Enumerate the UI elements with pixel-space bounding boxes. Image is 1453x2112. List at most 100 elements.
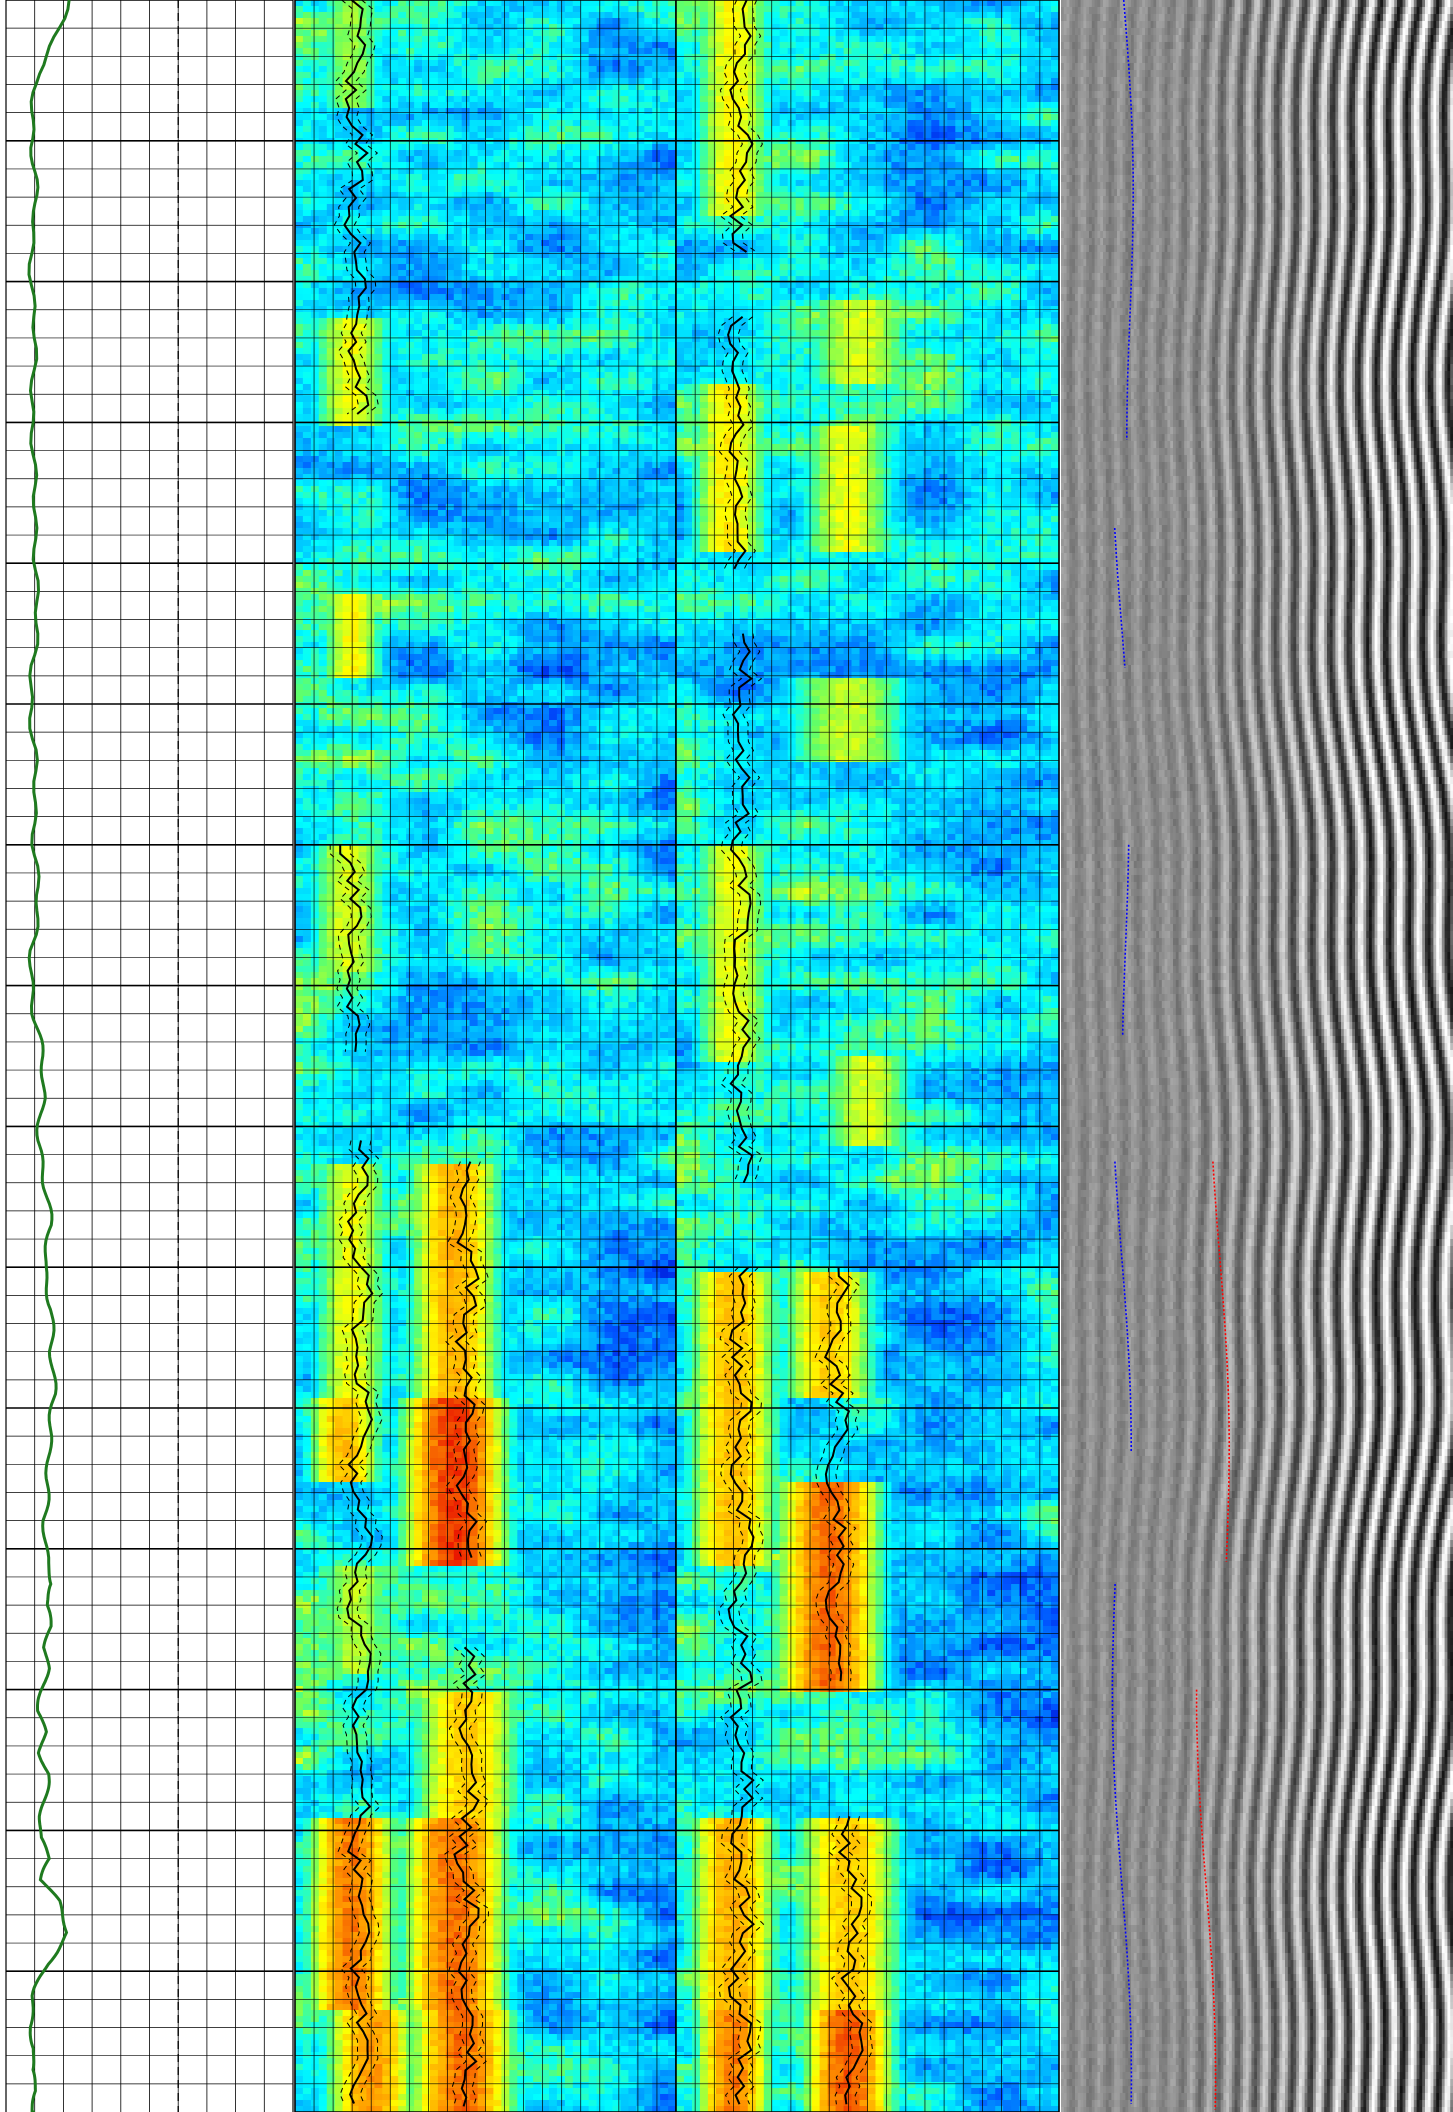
heatmap-cell [549,156,558,162]
heatmap-cell [620,120,629,126]
heatmap-cell [327,198,336,204]
heatmap-cell [295,18,304,24]
heatmap-cell [470,24,479,30]
heatmap-cell [422,66,431,72]
heatmap-cell [652,18,661,24]
heatmap-cell [549,180,558,186]
heatmap-cell [398,12,407,18]
heatmap-cell [628,156,637,162]
heatmap-cell [327,180,336,186]
heatmap-cell [565,6,574,12]
heatmap-cell [462,186,471,192]
heatmap-cell [406,78,415,84]
heatmap-cell [398,162,407,168]
heatmap-cell [422,48,431,54]
heatmap-cell [398,36,407,42]
heatmap-cell [382,180,391,186]
heatmap-cell [573,24,582,30]
heatmap-cell [327,72,336,78]
heatmap-cell [478,54,487,60]
heatmap-cell [573,180,582,186]
heatmap-cell [565,162,574,168]
heatmap-cell [652,0,661,6]
heatmap-cell [557,72,566,78]
heatmap-cell [620,36,629,42]
heatmap-cell [565,132,574,138]
heatmap-cell [525,174,534,180]
heatmap-cell [382,84,391,90]
heatmap-cell [430,132,439,138]
heatmap-cell [366,120,375,126]
heatmap-cell [462,120,471,126]
heatmap-cell [493,90,502,96]
heatmap-cell [311,108,320,114]
heatmap-cell [295,36,304,42]
heatmap-cell [295,198,304,204]
heatmap-cell [430,84,439,90]
heatmap-cell [597,84,606,90]
heatmap-cell [573,30,582,36]
heatmap-cell [509,84,518,90]
heatmap-cell [486,150,495,156]
heatmap-cell [303,78,312,84]
heatmap-cell [438,78,447,84]
heatmap-cell [335,162,344,168]
heatmap-cell [509,30,518,36]
heatmap-cell [581,78,590,84]
heatmap-cell [565,18,574,24]
heatmap-cell [478,96,487,102]
heatmap-cell [589,36,598,42]
heatmap-cell [509,198,518,204]
heatmap-cell [597,150,606,156]
heatmap-cell [374,18,383,24]
heatmap-cell [597,174,606,180]
heatmap-cell [509,18,518,24]
heatmap-cell [628,90,637,96]
heatmap-cell [501,108,510,114]
heatmap-cell [628,132,637,138]
heatmap-cell [382,18,391,24]
heatmap-cell [327,210,336,216]
heatmap-cell [517,120,526,126]
heatmap-cell [335,174,344,180]
heatmap-cell [620,102,629,108]
heatmap-cell [509,132,518,138]
heatmap-cell [517,96,526,102]
heatmap-cell [525,132,534,138]
heatmap-cell [549,204,558,210]
heatmap-cell [605,96,614,102]
heatmap-cell [613,66,622,72]
heatmap-cell [414,198,423,204]
heatmap-cell [652,12,661,18]
heatmap-cell [462,36,471,42]
heatmap-cell [366,72,375,78]
heatmap-cell [486,84,495,90]
heatmap-cell [406,6,415,12]
heatmap-cell [533,150,542,156]
heatmap-cell [613,96,622,102]
heatmap-cell [557,12,566,18]
heatmap-cell [414,90,423,96]
heatmap-cell [430,216,439,222]
heatmap-cell [398,198,407,204]
heatmap-cell [335,12,344,18]
heatmap-cell [581,84,590,90]
heatmap-cell [303,102,312,108]
heatmap-cell [565,24,574,30]
heatmap-cell [549,210,558,216]
heatmap-cell [319,12,328,18]
heatmap-cell [438,186,447,192]
heatmap-cell [398,180,407,186]
heatmap-cell [319,210,328,216]
heatmap-cell [517,78,526,84]
heatmap-cell [406,216,415,222]
heatmap-cell [390,180,399,186]
heatmap-cell [644,132,653,138]
heatmap-cell [509,48,518,54]
heatmap-cell [613,156,622,162]
heatmap-cell [438,12,447,18]
heatmap-cell [406,150,415,156]
heatmap-cell [486,6,495,12]
heatmap-cell [478,162,487,168]
heatmap-cell [613,114,622,120]
